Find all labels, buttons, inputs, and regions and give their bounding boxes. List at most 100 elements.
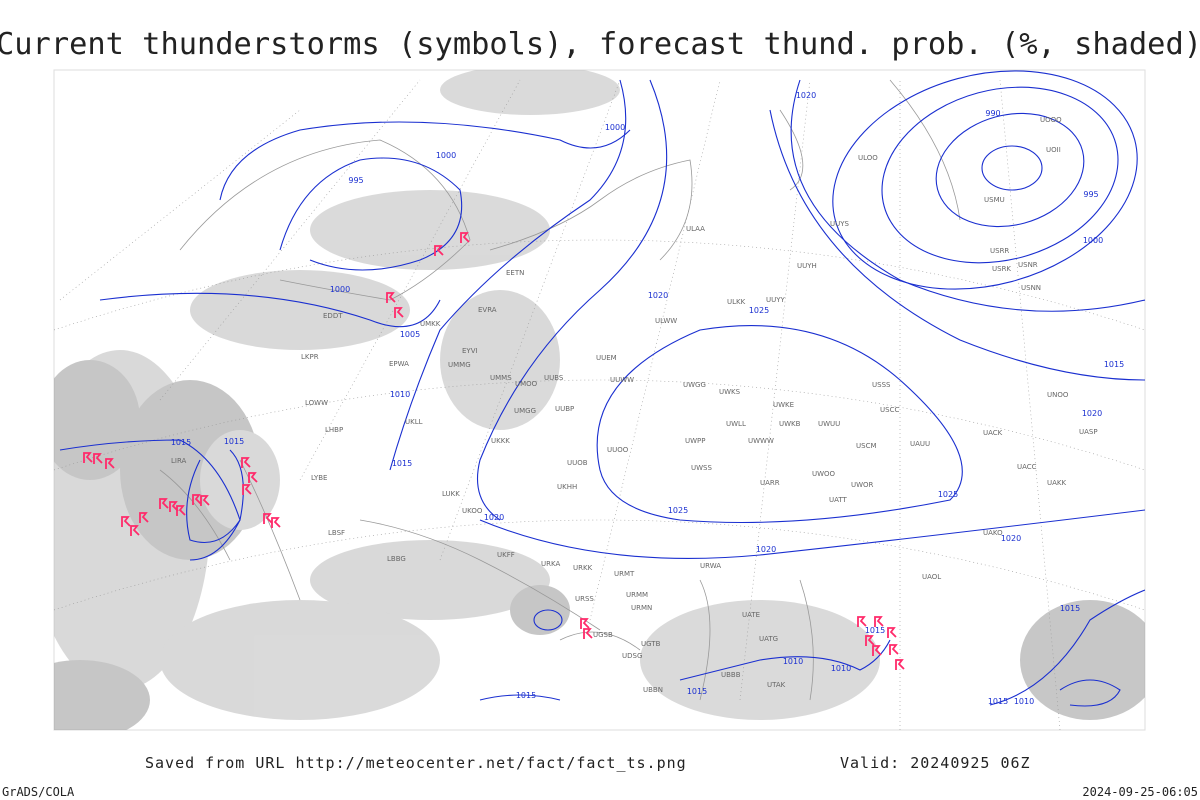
station-label: LYBE — [311, 474, 327, 482]
thunderstorm-symbol — [872, 645, 882, 656]
station-label: UAKK — [1047, 479, 1067, 487]
thunderstorm-symbol — [889, 644, 899, 655]
station-label: UGSB — [593, 631, 613, 639]
thunderstorm-symbol — [434, 245, 444, 256]
station-label: UUBS — [544, 374, 564, 382]
station-label: URMT — [614, 570, 635, 578]
station-label: UACK — [983, 429, 1003, 437]
thunderstorm-symbol — [241, 457, 251, 468]
station-label: UMOO — [515, 380, 538, 388]
station-label: UMKK — [420, 320, 441, 328]
station-label: EPWA — [389, 360, 409, 368]
station-label: LUKK — [442, 490, 460, 498]
station-label: ULOO — [858, 154, 878, 162]
station-label: LHBP — [325, 426, 343, 434]
station-label: UKFF — [497, 551, 515, 559]
station-label: UUOB — [567, 459, 588, 467]
thunderstorm-symbol — [121, 516, 131, 527]
station-label: ULWW — [655, 317, 677, 325]
station-label: LOWW — [305, 399, 328, 407]
coastlines — [159, 79, 961, 701]
station-label: USRK — [992, 265, 1011, 273]
isobar-label: 1015 — [171, 438, 191, 447]
software-credit: GrADS/COLA — [2, 785, 75, 799]
station-label: URMN — [631, 604, 652, 612]
station-label: USRR — [990, 247, 1009, 255]
station-label: UBBB — [721, 671, 741, 679]
isobar-label: 995 — [1083, 190, 1098, 199]
station-label: UATE — [742, 611, 760, 619]
isobar-label: 1000 — [436, 151, 456, 160]
station-label: UWSS — [691, 464, 712, 472]
isobar-label: 1020 — [1001, 534, 1021, 543]
source-url: Saved from URL http://meteocenter.net/fa… — [145, 754, 687, 772]
isobar-label: 1015 — [988, 697, 1008, 706]
station-label: UMGG — [514, 407, 536, 415]
thunderstorm-symbol — [105, 458, 115, 469]
station-label: UNOO — [1047, 391, 1069, 399]
thunderstorm-symbols — [83, 232, 905, 670]
station-label: UAUU — [910, 440, 930, 448]
isobar-label: 1015 — [392, 459, 412, 468]
isobar-label: 1010 — [783, 657, 803, 666]
station-label: USCC — [880, 406, 899, 414]
station-label: UWKE — [773, 401, 794, 409]
station-label: EDDT — [323, 312, 343, 320]
station-label: UOOO — [1040, 116, 1062, 124]
thunderstorm-symbol — [583, 628, 593, 639]
map-content: 1000 1000 995 1000 1005 1010 1015 1015 1015 1020 1… — [54, 70, 1145, 730]
station-label: UWPP — [685, 437, 706, 445]
station-label: UAKO — [983, 529, 1003, 537]
thunderstorm-symbol — [394, 307, 404, 318]
station-label: UWGG — [683, 381, 706, 389]
thunderstorm-symbol — [242, 484, 252, 495]
thunderstorm-symbol — [865, 635, 875, 646]
station-label: LKPR — [301, 353, 319, 361]
station-label: UMMS — [490, 374, 512, 382]
station-label: UWUU — [818, 420, 840, 428]
station-label: UWKB — [779, 420, 801, 428]
thunderstorm-symbol — [874, 616, 884, 627]
station-label: UUOO — [607, 446, 629, 454]
isobar-label: 1005 — [400, 330, 420, 339]
thunderstorm-symbol — [580, 618, 590, 629]
station-label: URSS — [575, 595, 594, 603]
station-label: LBSF — [328, 529, 345, 537]
isobar-label: 990 — [985, 109, 1000, 118]
isobar-label: 1015 — [687, 687, 707, 696]
timestamp: 2024-09-25-06:05 — [1082, 785, 1198, 799]
isobar-label: 1015 — [1060, 604, 1080, 613]
station-label: UUWW — [610, 376, 634, 384]
thunderstorm-symbol — [139, 512, 149, 523]
isobar-label: 1015 — [1104, 360, 1124, 369]
station-label: UBBN — [643, 686, 663, 694]
thunderstorm-symbol — [248, 472, 258, 483]
station-label: UOII — [1046, 146, 1061, 154]
station-label: URWA — [700, 562, 721, 570]
thunderstorm-symbol — [460, 232, 470, 243]
thunderstorm-symbol — [263, 513, 273, 524]
station-label: EYVI — [462, 347, 478, 355]
isobar-labels: 1000 1000 995 1000 1005 1010 1015 1015 1015 1020 1… — [171, 91, 1124, 706]
isobar-label: 1020 — [648, 291, 668, 300]
title: Current thunderstorms (symbols), forecas… — [0, 27, 1200, 62]
isobar-label: 1015 — [224, 437, 244, 446]
thunderstorm-symbol — [169, 501, 179, 512]
station-label: UARR — [760, 479, 780, 487]
station-label: URMM — [626, 591, 648, 599]
isobar-label: 1010 — [1014, 697, 1034, 706]
station-label: UWLL — [726, 420, 746, 428]
station-label: USNN — [1021, 284, 1041, 292]
station-label: UAOL — [922, 573, 941, 581]
station-label: UKHH — [557, 483, 577, 491]
station-label: UKOO — [462, 507, 483, 515]
isobar-label: 1010 — [390, 390, 410, 399]
isobar-label: 1025 — [749, 306, 769, 315]
station-label: UKLL — [405, 418, 423, 426]
thunderstorm-symbol — [130, 525, 140, 536]
station-label: UGTB — [641, 640, 661, 648]
isobar-label: 1000 — [605, 123, 625, 132]
station-label: UWWW — [748, 437, 774, 445]
station-label: LIRA — [171, 457, 187, 465]
